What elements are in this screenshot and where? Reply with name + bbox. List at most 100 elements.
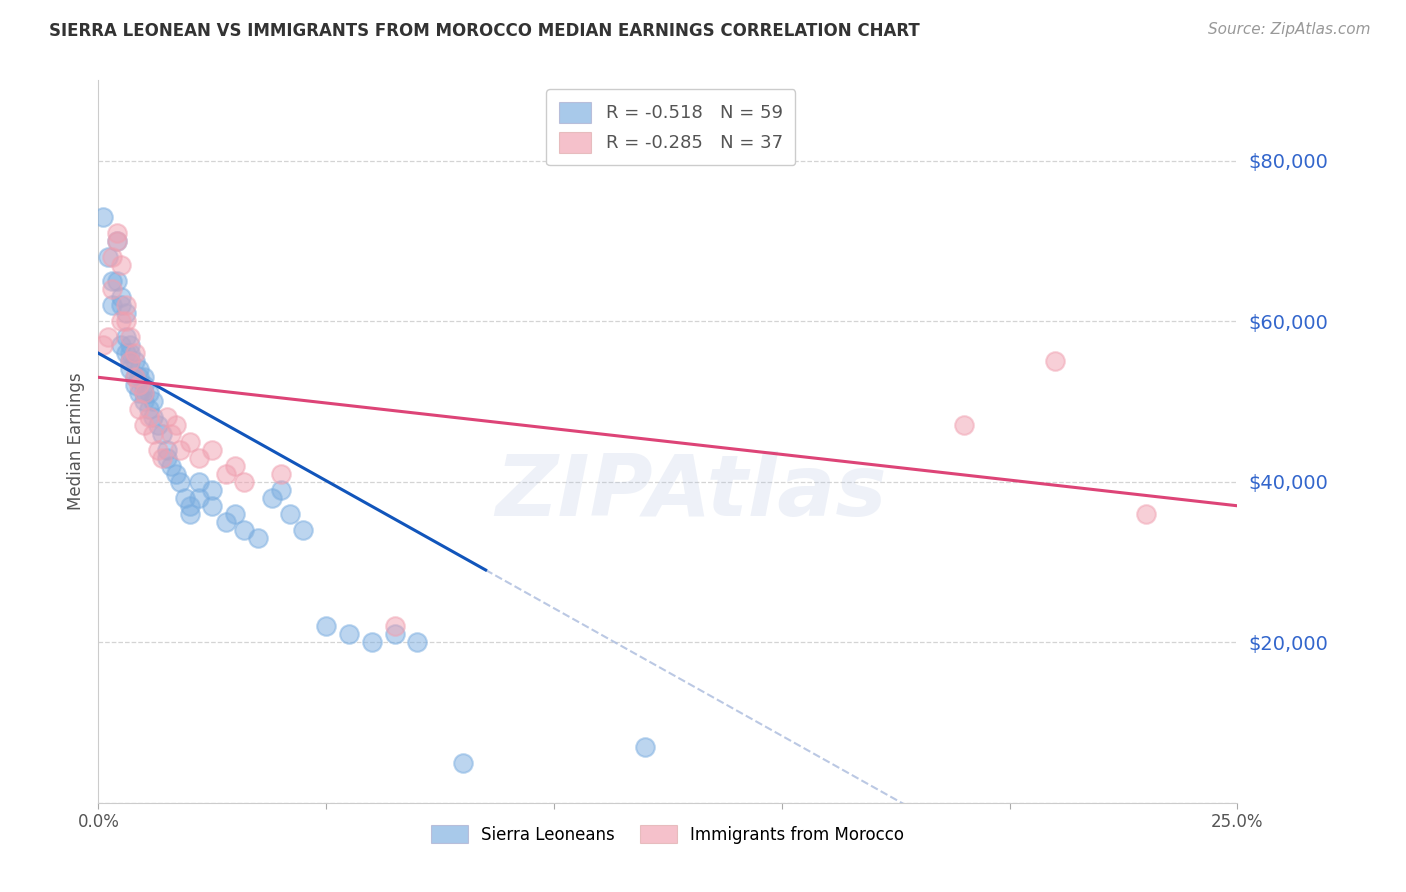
Point (91, 210, 114, 224)
Point (124, 370, 146, 384)
Point (215, 467, 238, 481)
Point (128, 370, 150, 384)
Point (132, 394, 155, 409)
Point (150, 450, 173, 465)
Point (201, 499, 224, 513)
Point (105, 226, 128, 240)
Point (101, 282, 124, 296)
Point (114, 346, 136, 360)
Point (91, 338, 114, 352)
Point (156, 450, 179, 465)
Point (128, 362, 150, 376)
Point (114, 306, 136, 320)
Point (114, 314, 136, 328)
Point (187, 491, 209, 505)
Point (132, 378, 155, 392)
Point (132, 386, 155, 401)
Point (270, 467, 292, 481)
Point (120, 354, 142, 368)
Point (120, 338, 142, 352)
Point (146, 442, 169, 457)
Point (124, 346, 146, 360)
Point (260, 491, 283, 505)
Point (105, 274, 128, 288)
Point (315, 619, 337, 633)
Text: ZIPAtlas: ZIPAtlas (495, 450, 886, 533)
Point (128, 378, 150, 392)
Point (169, 475, 191, 489)
Point (156, 442, 179, 457)
Point (160, 458, 183, 473)
Point (215, 515, 238, 529)
Point (142, 394, 165, 409)
Point (224, 507, 246, 521)
Point (120, 354, 142, 368)
Point (138, 402, 160, 417)
Point (224, 458, 246, 473)
Point (128, 402, 150, 417)
Point (138, 410, 160, 425)
Point (156, 410, 179, 425)
Point (142, 410, 165, 425)
Point (169, 442, 191, 457)
Text: Source: ZipAtlas.com: Source: ZipAtlas.com (1208, 22, 1371, 37)
Point (132, 370, 155, 384)
Point (110, 290, 132, 304)
Point (292, 523, 315, 537)
Text: SIERRA LEONEAN VS IMMIGRANTS FROM MOROCCO MEDIAN EARNINGS CORRELATION CHART: SIERRA LEONEAN VS IMMIGRANTS FROM MOROCC… (49, 22, 920, 40)
Point (105, 234, 128, 248)
Point (278, 507, 301, 521)
Point (165, 418, 187, 433)
Point (138, 386, 160, 401)
Point (110, 258, 132, 272)
Point (124, 370, 146, 384)
Point (120, 330, 142, 344)
Point (142, 426, 165, 441)
Y-axis label: Median Earnings: Median Earnings (66, 373, 84, 510)
Point (634, 739, 657, 754)
Point (101, 250, 124, 264)
Point (174, 491, 197, 505)
Point (101, 298, 124, 312)
Point (96, 330, 118, 344)
Point (96, 250, 118, 264)
Point (124, 354, 146, 368)
Point (150, 426, 173, 441)
Point (233, 523, 256, 537)
Point (384, 619, 406, 633)
Point (110, 298, 132, 312)
Point (179, 507, 201, 521)
Point (360, 635, 382, 649)
Point (160, 426, 183, 441)
Point (1043, 354, 1066, 368)
Point (132, 418, 155, 433)
Point (101, 274, 124, 288)
Point (114, 330, 136, 344)
Point (179, 434, 201, 449)
Point (233, 475, 256, 489)
Legend: Sierra Leoneans, Immigrants from Morocco: Sierra Leoneans, Immigrants from Morocco (423, 817, 912, 852)
Point (105, 234, 128, 248)
Point (128, 386, 150, 401)
Point (953, 418, 976, 433)
Point (187, 450, 209, 465)
Point (120, 346, 142, 360)
Point (120, 362, 142, 376)
Point (246, 531, 269, 545)
Point (179, 499, 201, 513)
Point (110, 314, 132, 328)
Point (146, 418, 169, 433)
Point (114, 298, 136, 312)
Point (201, 442, 224, 457)
Point (384, 627, 406, 641)
Point (337, 627, 360, 641)
Point (165, 467, 187, 481)
Point (187, 475, 209, 489)
Point (124, 378, 146, 392)
Point (132, 386, 155, 401)
Point (270, 483, 292, 497)
Point (110, 338, 132, 352)
Point (1135, 507, 1157, 521)
Point (451, 756, 474, 770)
Point (201, 483, 224, 497)
